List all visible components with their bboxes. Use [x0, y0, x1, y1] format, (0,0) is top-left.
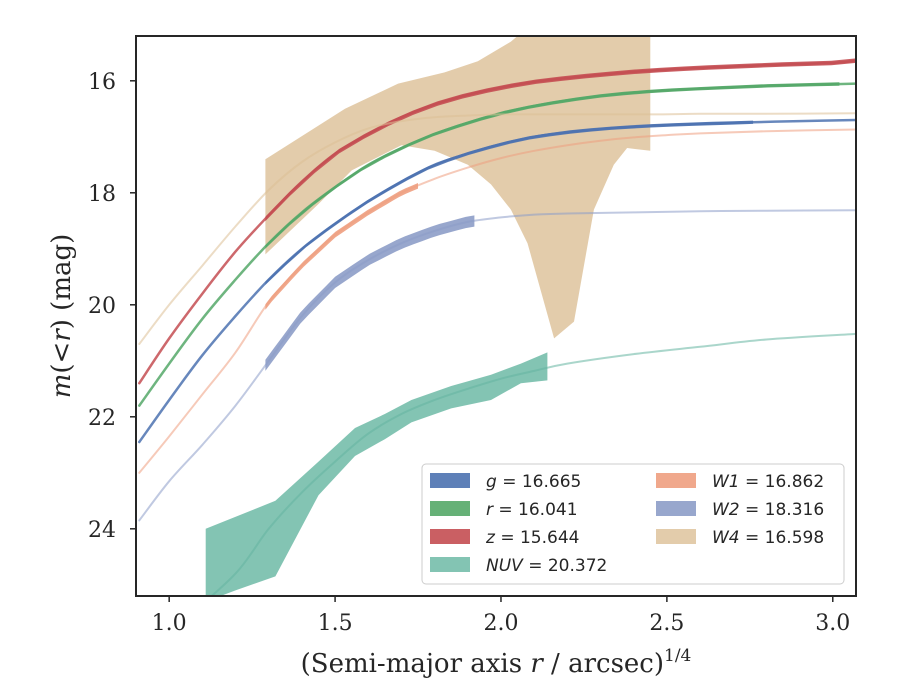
curve-w4: [138, 112, 856, 345]
legend-swatch-nuv: [430, 557, 470, 572]
curve-g: [138, 118, 856, 444]
legend-label-g: g = 16.665: [486, 472, 581, 492]
legend-box: [421, 463, 845, 585]
y-tick-label: 24: [88, 518, 116, 543]
y-tick-label: 18: [88, 182, 116, 207]
y-tick-label: 22: [88, 406, 116, 431]
curve-nuv: [210, 332, 856, 596]
legend-label-nuv: NUV = 20.372: [486, 556, 607, 576]
curve-w1: [138, 128, 856, 474]
band-w4: [265, 36, 651, 339]
legend: g = 16.665 r = 16.041 z = 15.644 NUV = 20.3…: [421, 463, 845, 585]
legend-swatch-z: [430, 529, 470, 544]
legend-label-w1: W1 = 16.862: [712, 472, 824, 492]
x-tick-label: 2.5: [649, 611, 684, 636]
band-nuv: [205, 352, 548, 596]
legend-label-w4: W4 = 16.598: [712, 528, 824, 548]
x-tick-label: 1.5: [318, 611, 353, 636]
legend-swatch-r: [430, 501, 470, 516]
legend-label-z: z = 15.644: [485, 528, 579, 548]
curve-z: [138, 59, 856, 385]
plot-frame: [135, 35, 857, 597]
curve-layer: [138, 59, 856, 596]
y-tick-label: 20: [88, 294, 116, 319]
legend-label-r: r = 16.041: [486, 500, 578, 520]
curve-w2: [138, 209, 856, 522]
x-tick-label: 2.0: [483, 611, 518, 636]
legend-swatch-w2: [656, 501, 696, 516]
y-axis-label: m(<r) (mag): [47, 234, 77, 399]
x-axis-label: (Semi-major axis r / arcsec)1/4: [301, 646, 692, 679]
y-tick-label: 16: [88, 70, 116, 95]
legend-swatch-g: [430, 473, 470, 488]
band-w2: [265, 215, 475, 371]
band-layer: [205, 36, 856, 596]
y-axis: 16 18 20 22 24: [88, 70, 136, 543]
legend-swatch-w1: [656, 473, 696, 488]
x-tick-label: 3.0: [815, 611, 850, 636]
legend-swatch-w4: [656, 529, 696, 544]
x-axis: 1.0 1.5 2.0 2.5 3.0: [152, 596, 850, 636]
legend-label-w2: W2 = 18.316: [712, 500, 824, 520]
curve-r: [138, 82, 856, 407]
x-tick-label: 1.0: [152, 611, 187, 636]
